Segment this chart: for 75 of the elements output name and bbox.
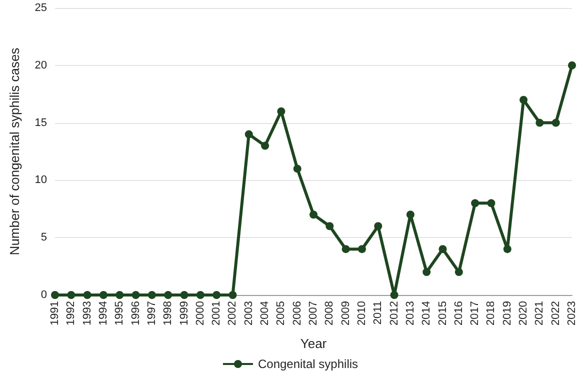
point — [261, 142, 270, 150]
x-tick-label: 1994 — [97, 301, 110, 326]
point — [277, 107, 286, 116]
point — [358, 245, 366, 254]
x-tick-label: 2019 — [501, 301, 514, 326]
point — [374, 222, 382, 230]
x-tick-label: 2002 — [226, 301, 239, 326]
point — [148, 291, 156, 299]
y-tick-label: 25 — [34, 2, 47, 14]
x-tick-label: 2016 — [452, 301, 465, 326]
x-tick-label: 2013 — [404, 301, 416, 326]
y-tick-label: 10 — [34, 174, 47, 186]
point — [212, 291, 221, 299]
x-tick-label: 2006 — [291, 301, 304, 326]
point — [568, 61, 576, 70]
x-tick-label: 2000 — [194, 301, 206, 326]
point — [520, 96, 528, 104]
point — [552, 118, 560, 127]
point — [67, 291, 76, 299]
x-tick-label: 1992 — [65, 301, 78, 326]
y-tick-label: 0 — [40, 289, 47, 301]
point — [487, 199, 496, 208]
x-tick-label: 1999 — [178, 301, 190, 326]
point — [180, 291, 188, 299]
point — [196, 291, 204, 299]
point — [326, 222, 334, 230]
point — [438, 245, 447, 254]
point — [99, 291, 108, 299]
y-tick-label: 15 — [34, 116, 47, 129]
y-tick-label: 20 — [34, 59, 47, 72]
x-tick-label: 2022 — [550, 301, 562, 326]
x-tick-label: 2008 — [324, 301, 336, 326]
x-tick-label: 1998 — [162, 301, 174, 326]
point — [390, 291, 398, 299]
point — [471, 199, 480, 208]
x-tick-label: 2001 — [210, 301, 223, 326]
point — [228, 291, 237, 299]
point — [83, 291, 92, 299]
point — [422, 268, 431, 276]
point — [406, 210, 414, 219]
x-tick-label: 1997 — [146, 301, 158, 326]
x-tick-label: 2023 — [566, 301, 578, 326]
x-tick-label: 2014 — [420, 301, 433, 326]
x-tick-label: 1996 — [130, 301, 142, 326]
x-axis-title: Year — [300, 336, 328, 351]
point — [536, 118, 544, 127]
x-tick-label: 1993 — [81, 301, 94, 326]
x-tick-label: 2010 — [356, 301, 368, 326]
x-tick-label: 2018 — [485, 301, 498, 326]
point — [454, 268, 463, 276]
point — [164, 291, 172, 299]
x-tick-label: 2020 — [518, 301, 530, 326]
x-tick-label: 2007 — [308, 301, 320, 326]
x-tick-label: 2009 — [340, 301, 352, 326]
x-tick-label: 1991 — [49, 301, 61, 326]
x-tick-label: 2015 — [436, 301, 449, 326]
y-axis-title: Number of congenital syphilis cases — [7, 47, 22, 256]
x-tick-label: 2011 — [372, 301, 384, 325]
point — [244, 130, 253, 138]
point — [310, 210, 318, 219]
x-tick-label: 2017 — [469, 301, 482, 326]
x-tick-label: 2021 — [534, 301, 546, 326]
y-tick-label: 5 — [40, 232, 47, 244]
point — [342, 245, 350, 254]
x-tick-label: 2005 — [275, 301, 288, 326]
x-tick-label: 1995 — [114, 301, 126, 326]
point — [503, 245, 512, 254]
legend-label: Congenital syphilis — [258, 357, 358, 371]
point — [132, 291, 140, 299]
point — [51, 291, 59, 299]
x-tick-label: 2012 — [388, 301, 400, 326]
x-tick-label: 2003 — [242, 301, 255, 326]
point — [116, 291, 124, 299]
x-tick-label: 2004 — [259, 301, 272, 326]
point — [293, 164, 302, 173]
